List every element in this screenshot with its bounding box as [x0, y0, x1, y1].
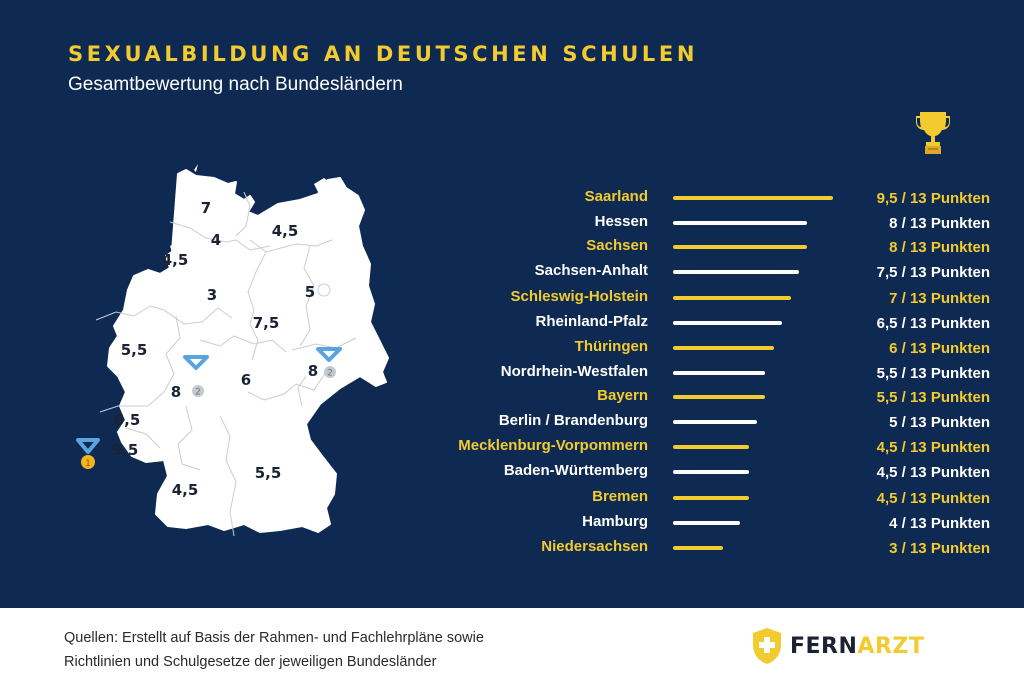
germany-map-shape [95, 164, 389, 537]
source-line-1: Quellen: Erstellt auf Basis der Rahmen- … [64, 630, 484, 646]
score-label: 7,5 / 13 Punkten [876, 264, 990, 281]
chart-row: Berlin / Brandenburg 5 / 13 Punkten [0, 410, 1024, 434]
score-bar [673, 470, 749, 474]
state-name: Saarland [584, 188, 648, 205]
score-bar [673, 346, 774, 350]
state-name: Baden-Württemberg [503, 462, 648, 479]
score-label: 6,5 / 13 Punkten [876, 315, 990, 332]
map-value-rheinland-pfalz: 6,5 [113, 411, 141, 429]
shield-cross-icon [753, 628, 781, 664]
chart-row: Hessen 8 / 13 Punkten [0, 211, 1024, 235]
state-name: Hessen [594, 213, 648, 230]
score-label: 4 / 13 Punkten [889, 515, 990, 532]
chart-row: Hamburg 4 / 13 Punkten [0, 511, 1024, 535]
state-name: Rheinland-Pfalz [535, 313, 648, 330]
score-label: 6 / 13 Punkten [889, 340, 990, 357]
chart-row: Thüringen 6 / 13 Punkten [0, 336, 1024, 360]
chart-row: Sachsen 8 / 13 Punkten [0, 235, 1024, 259]
score-label: 4,5 / 13 Punkten [876, 464, 990, 481]
chart-row: Rheinland-Pfalz 6,5 / 13 Punkten [0, 311, 1024, 335]
page-title: SEXUALBILDUNG AN DEUTSCHEN SCHULEN [68, 42, 699, 66]
state-name: Hamburg [582, 513, 648, 530]
map-value-niedersachsen: 3 [206, 286, 218, 304]
score-label: 5 / 13 Punkten [889, 414, 990, 431]
score-label: 8 / 13 Punkten [889, 215, 990, 232]
map-value-hamburg: 4 [210, 231, 222, 249]
map-value-hessen: 8 [170, 383, 182, 401]
source-note: Quellen: Erstellt auf Basis der Rahmen- … [64, 626, 484, 674]
score-label: 8 / 13 Punkten [889, 239, 990, 256]
map-value-nordrhein-westfalen: 5,5 [120, 341, 148, 359]
state-name: Berlin / Brandenburg [498, 412, 648, 429]
logo-text: FERNARZT [790, 634, 924, 659]
footer: Quellen: Erstellt auf Basis der Rahmen- … [0, 608, 1024, 682]
silver-medal-badge-icon: 2 [192, 385, 204, 398]
score-label: 7 / 13 Punkten [889, 290, 990, 307]
chart-row: Niedersachsen 3 / 13 Punkten [0, 536, 1024, 560]
logo-text-fern: FERN [790, 633, 858, 659]
map-value-schleswig-holstein: 7 [200, 199, 212, 217]
map-value-thueringen: 6 [240, 371, 252, 389]
map-value-bayern: 5,5 [254, 464, 282, 482]
score-bar [673, 395, 766, 399]
silver-medal-icon [183, 355, 209, 370]
silver-medal-icon [316, 347, 342, 362]
svg-text:2: 2 [195, 388, 201, 398]
chart-row: Mecklenburg-Vorpommern 4,5 / 13 Punkten [0, 435, 1024, 459]
score-bar [673, 196, 833, 200]
score-bar [673, 296, 791, 300]
chart-row: Saarland 9,5 / 13 Punkten [0, 186, 1024, 210]
score-bar [673, 270, 799, 274]
fernarzt-logo: FERNARZT [750, 626, 924, 666]
state-name: Thüringen [574, 338, 648, 355]
score-label: 3 / 13 Punkten [889, 540, 990, 557]
map-value-sachsen: 8 [307, 362, 319, 380]
trophy-icon [916, 112, 950, 154]
score-bar [673, 521, 741, 525]
score-label: 5,5 / 13 Punkten [876, 389, 990, 406]
score-bar [673, 445, 749, 449]
score-label: 4,5 / 13 Punkten [876, 490, 990, 507]
state-name: Mecklenburg-Vorpommern [458, 437, 648, 454]
map-value-sachsen-anhalt: 7,5 [252, 314, 280, 332]
score-bar [673, 245, 808, 249]
silver-medal-badge-icon: 2 [324, 366, 336, 379]
map-value-bremen: 4,5 [161, 251, 189, 269]
infographic-panel: SEXUALBILDUNG AN DEUTSCHEN SCHULEN Gesam… [0, 0, 1024, 608]
gold-medal-icon: 1 [76, 438, 100, 469]
germany-map: 7 4 4,5 4,5 3 5 7,5 5,5 8 6 8 6,5 9,5 4,… [70, 160, 390, 560]
logo-text-arzt: ARZT [857, 633, 925, 659]
score-bar [673, 496, 749, 500]
state-name: Sachsen-Anhalt [534, 262, 648, 279]
score-bar [673, 371, 766, 375]
chart-row: Schleswig-Holstein 7 / 13 Punkten [0, 286, 1024, 310]
score-label: 5,5 / 13 Punkten [876, 365, 990, 382]
state-name: Bremen [592, 488, 648, 505]
chart-row: Baden-Württemberg 4,5 / 13 Punkten [0, 460, 1024, 484]
svg-text:2: 2 [327, 369, 333, 379]
page-subtitle: Gesamtbewertung nach Bundesländern [68, 74, 403, 95]
state-name: Schleswig-Holstein [510, 288, 648, 305]
svg-text:1: 1 [85, 459, 91, 469]
chart-row: Sachsen-Anhalt 7,5 / 13 Punkten [0, 260, 1024, 284]
chart-row: Nordrhein-Westfalen 5,5 / 13 Punkten [0, 361, 1024, 385]
score-bar [673, 546, 724, 550]
chart-row: Bayern 5,5 / 13 Punkten [0, 385, 1024, 409]
chart-row: Bremen 4,5 / 13 Punkten [0, 486, 1024, 510]
score-label: 4,5 / 13 Punkten [876, 439, 990, 456]
map-value-saarland: 9,5 [111, 441, 139, 459]
score-label: 9,5 / 13 Punkten [876, 190, 990, 207]
score-bar [673, 420, 757, 424]
map-value-mecklenburg-vorpommern: 4,5 [271, 222, 299, 240]
state-name: Sachsen [586, 237, 648, 254]
map-value-berlin-brandenburg: 5 [304, 283, 316, 301]
map-value-baden-wuerttemberg: 4,5 [171, 481, 199, 499]
source-line-2: Richtlinien und Schulgesetze der jeweili… [64, 654, 437, 670]
state-name: Nordrhein-Westfalen [500, 363, 648, 380]
score-bar [673, 321, 783, 325]
score-bar [673, 221, 808, 225]
state-name: Niedersachsen [541, 538, 648, 555]
state-name: Bayern [597, 387, 648, 404]
